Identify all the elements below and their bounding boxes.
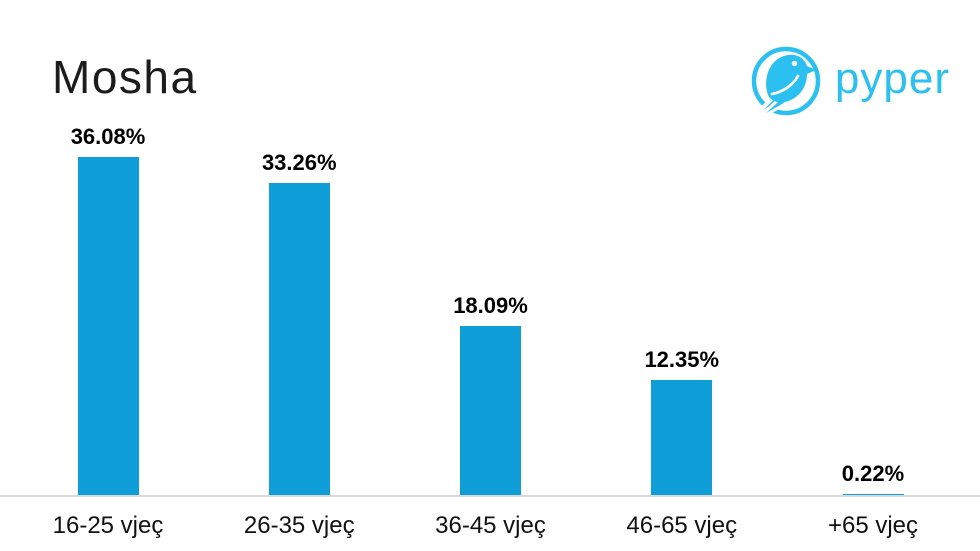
pyper-logo-text: pyper bbox=[834, 54, 950, 103]
bar-3 bbox=[460, 325, 521, 496]
x-axis-line bbox=[0, 495, 980, 497]
bar-value-label-5: 0.22% bbox=[841, 460, 905, 486]
x-axis-label-3: 36-45 vjeç bbox=[435, 512, 546, 539]
bar-value-label-1: 36.08% bbox=[70, 123, 146, 149]
bar-4 bbox=[651, 379, 713, 496]
chart-title: Mosha bbox=[52, 51, 198, 103]
bar-value-label-2: 33.26% bbox=[261, 150, 337, 176]
bar-1 bbox=[77, 156, 139, 496]
x-axis-label-1: 16-25 vjeç bbox=[52, 512, 164, 539]
x-axis-label-2: 26-35 vjeç bbox=[243, 512, 355, 539]
bar-value-label-3: 18.09% bbox=[453, 292, 528, 318]
bar-5 bbox=[842, 493, 904, 496]
bar-value-label-4: 12.35% bbox=[644, 346, 720, 372]
pyper-bird-icon bbox=[746, 46, 821, 124]
bar-2 bbox=[268, 183, 330, 496]
pyper-logo: pyper bbox=[745, 42, 950, 124]
x-axis-label-5: +65 vjeç bbox=[827, 512, 919, 539]
x-axis-label-4: 46-65 vjeç bbox=[626, 512, 738, 539]
